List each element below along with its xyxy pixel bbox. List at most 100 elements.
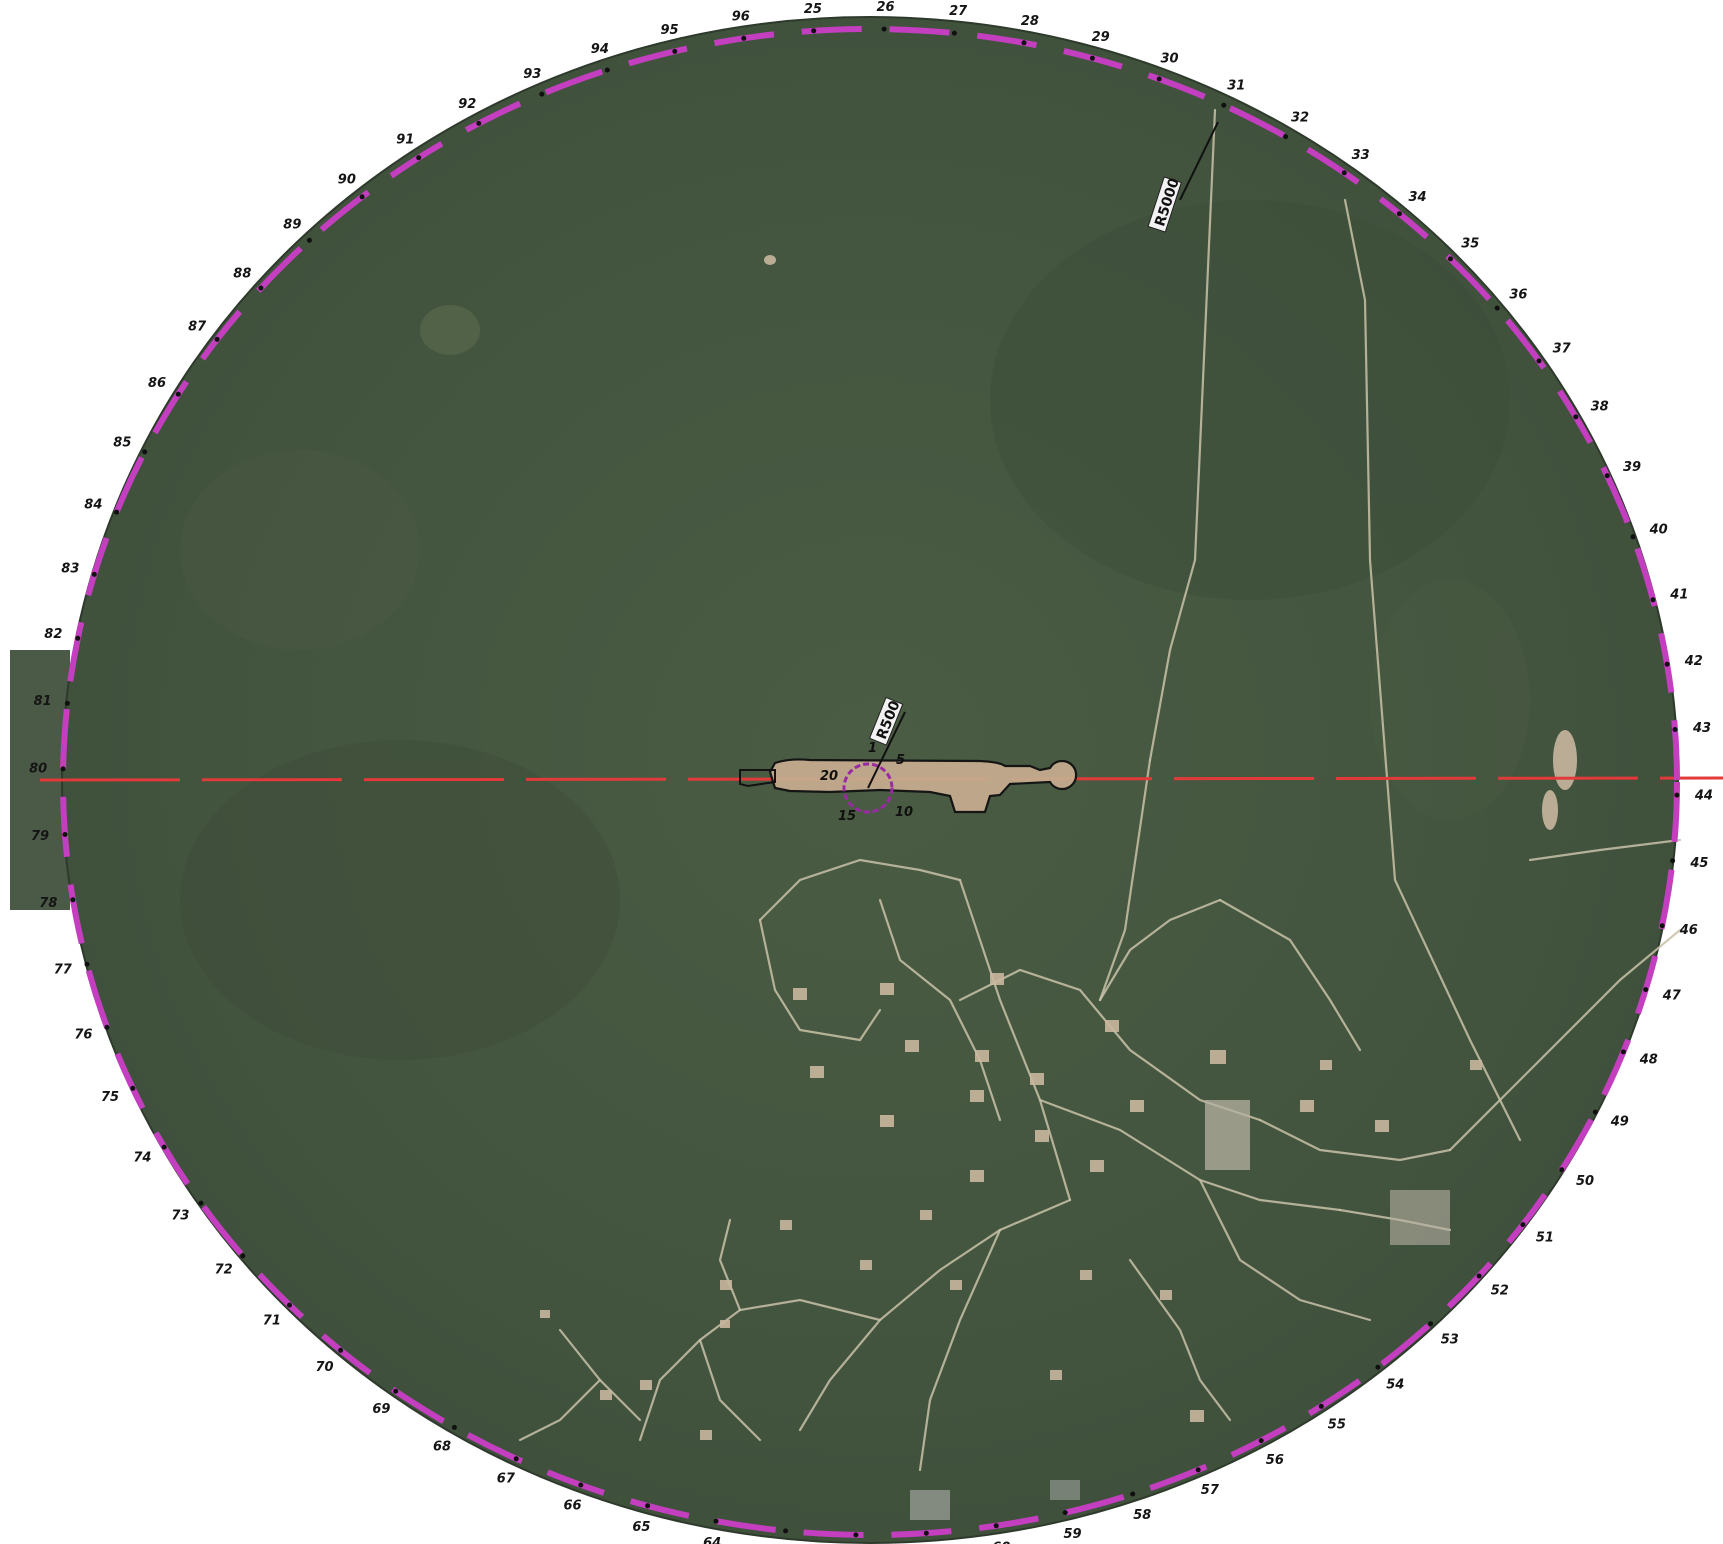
boundary-point-marker [416, 155, 422, 161]
boundary-point-label: 67 [497, 1472, 516, 1487]
boundary-point-label: 43 [1692, 721, 1711, 736]
boundary-point-label: 76 [74, 1027, 92, 1042]
inner-point-label: 20 [820, 769, 838, 784]
boundary-point-marker [175, 391, 181, 397]
boundary-point-label: 86 [148, 376, 166, 391]
boundary-point-marker [258, 285, 264, 291]
boundary-point-marker [1396, 211, 1402, 217]
boundary-point-marker [64, 700, 70, 706]
boundary-point-marker [1021, 40, 1027, 46]
boundary-point-label: 51 [1536, 1231, 1554, 1246]
boundary-point-marker [451, 1424, 457, 1430]
boundary-point-label: 83 [61, 561, 79, 576]
boundary-point-marker [306, 237, 312, 243]
boundary-point-label: 60 [992, 1541, 1010, 1544]
boundary-point-marker [1428, 1321, 1434, 1327]
boundary-point-marker [1156, 76, 1162, 82]
boundary-point-marker [161, 1144, 167, 1150]
boundary-point-marker [476, 120, 482, 126]
inner-point-label: 1 [868, 741, 877, 756]
boundary-point-label: 39 [1623, 460, 1641, 475]
boundary-point-label: 52 [1491, 1283, 1509, 1298]
boundary-point-label: 72 [215, 1263, 233, 1278]
boundary-point-marker [1494, 305, 1500, 311]
boundary-point-marker [578, 1482, 584, 1488]
boundary-point-marker [142, 449, 148, 455]
boundary-point-marker [70, 897, 76, 903]
boundary-point-marker [1221, 102, 1227, 108]
boundary-point-marker [672, 48, 678, 54]
central-facility [739, 121, 1219, 814]
boundary-point-label: 84 [84, 497, 102, 512]
inner-point-labels: 1 5 10 15 20 [820, 741, 913, 824]
boundary-point-marker [1670, 858, 1676, 864]
boundary-point-marker [783, 1528, 789, 1534]
inner-point-label: 5 [896, 753, 905, 768]
boundary-point-label: 33 [1352, 148, 1370, 163]
boundary-point-label: 66 [564, 1499, 582, 1514]
boundary-point-label: 79 [31, 829, 49, 844]
boundary-point-label: 93 [523, 67, 541, 82]
boundary-point-marker [1604, 473, 1610, 479]
boundary-point-marker [1476, 1273, 1482, 1279]
boundary-point-label: 80 [29, 762, 47, 777]
boundary-point-label: 82 [44, 627, 62, 642]
boundary-point-label: 45 [1689, 856, 1708, 871]
boundary-point-marker [1089, 55, 1095, 61]
boundary-point-marker [713, 1518, 719, 1524]
boundary-point-label: 53 [1441, 1333, 1459, 1348]
boundary-point-marker [240, 1253, 246, 1259]
boundary-point-label: 28 [1021, 14, 1039, 29]
boundary-point-marker [338, 1347, 344, 1353]
boundary-point-marker [741, 35, 747, 41]
boundary-point-marker [91, 571, 97, 577]
boundary-point-marker [1592, 1109, 1598, 1115]
boundary-point-marker [1674, 792, 1680, 798]
boundary-point-marker [62, 832, 68, 837]
boundary-point-marker [513, 1456, 519, 1462]
boundary-point-marker [1620, 1049, 1626, 1055]
boundary-point-marker [359, 194, 365, 200]
boundary-point-marker [198, 1200, 204, 1206]
boundary-point-marker [645, 1503, 651, 1509]
boundary-point-marker [604, 67, 610, 73]
boundary-point-label: 49 [1610, 1115, 1629, 1130]
terrain-texture [180, 200, 1530, 1060]
boundary-point-label: 55 [1328, 1418, 1346, 1433]
boundary-point-marker [993, 1523, 999, 1529]
boundary-point-label: 96 [732, 10, 750, 25]
boundary-point-marker [1520, 1222, 1526, 1228]
boundary-point-label: 44 [1694, 789, 1713, 804]
boundary-point-label: 75 [101, 1090, 119, 1105]
boundary-point-label: 35 [1461, 237, 1479, 252]
boundary-point-marker [1630, 534, 1636, 540]
boundary-point-marker [1195, 1467, 1201, 1473]
boundary-point-label: 50 [1576, 1174, 1594, 1189]
boundary-point-marker [75, 635, 81, 641]
boundary-point-label: 26 [877, 0, 895, 15]
boundary-point-marker [1341, 170, 1347, 176]
boundary-point-marker [881, 26, 887, 32]
boundary-point-label: 30 [1161, 52, 1179, 67]
boundary-point-marker [1650, 597, 1656, 603]
clearings [764, 255, 1577, 830]
boundary-point-marker [923, 1530, 929, 1536]
boundary-point-label: 57 [1201, 1483, 1220, 1498]
boundary-point-marker [104, 1024, 110, 1030]
boundary-point-label: 47 [1662, 989, 1682, 1004]
boundary-point-label: 59 [1064, 1527, 1082, 1542]
boundary-point-marker [1664, 661, 1670, 667]
boundary-point-label: 65 [632, 1520, 650, 1535]
boundary-point-label: 78 [39, 896, 57, 911]
boundary-point-label: 85 [113, 435, 131, 450]
boundary-point-label: 48 [1639, 1053, 1658, 1068]
boundary-point-label: 95 [661, 23, 679, 38]
boundary-point-label: 91 [396, 133, 414, 148]
boundary-point-label: 25 [804, 2, 822, 17]
boundary-point-label: 92 [458, 97, 476, 112]
well-pads [540, 973, 1482, 1440]
boundary-point-label: 34 [1409, 190, 1427, 205]
boundary-point-marker [1318, 1403, 1324, 1409]
boundary-point-label: 73 [171, 1208, 189, 1223]
